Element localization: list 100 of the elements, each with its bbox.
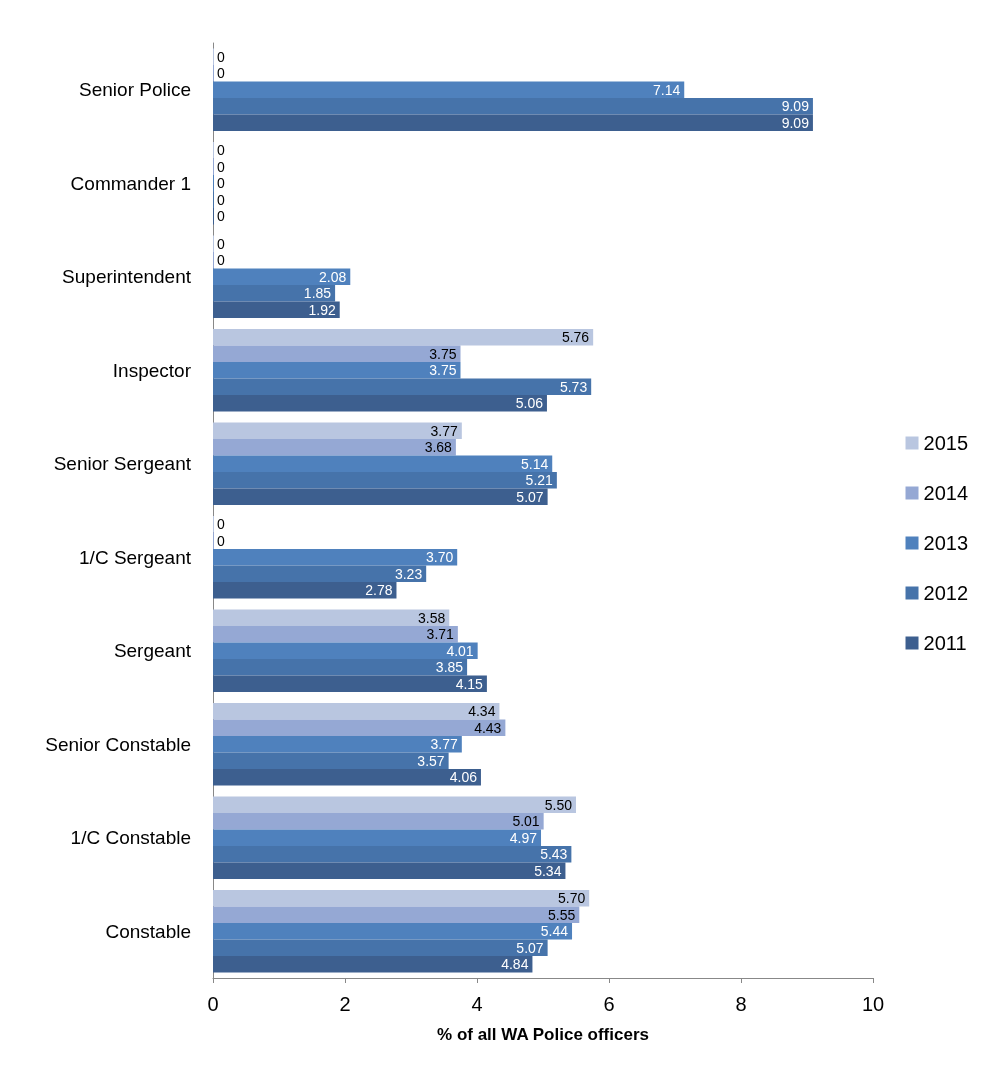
data-label: 5.50 (544, 796, 573, 813)
y-tick-label: Constable (105, 920, 191, 942)
y-tick-label: Senior Sergeant (53, 453, 192, 475)
y-tick-label: Sergeant (113, 640, 192, 662)
data-label: 5.14 (520, 455, 549, 472)
legend-label: 2015 (923, 432, 969, 454)
data-label: 0 (217, 516, 225, 533)
x-tick-label: 0 (207, 993, 219, 1015)
legend-label: 2013 (923, 532, 969, 554)
bar (213, 609, 450, 627)
bar (213, 939, 548, 956)
data-label: 0 (217, 235, 225, 252)
data-label: 4.84 (501, 956, 529, 973)
y-tick-label: 1/C Constable (70, 827, 191, 849)
x-tick-label: 10 (861, 993, 885, 1015)
data-label: 3.77 (430, 736, 459, 753)
y-tick-label: Superintendent (62, 266, 192, 288)
bar (213, 768, 481, 786)
bar (213, 845, 572, 863)
bar (213, 890, 590, 907)
bar (213, 471, 557, 489)
data-label: 4.97 (509, 829, 538, 846)
data-label: 9.09 (781, 98, 810, 115)
x-axis-title: % of all WA Police officers (437, 1025, 649, 1044)
data-label: 3.58 (418, 609, 446, 626)
bar (213, 736, 462, 753)
bar (213, 378, 592, 395)
bar (213, 81, 685, 98)
data-label: 7.14 (652, 81, 681, 98)
data-label: 0 (217, 252, 225, 269)
data-label: 2.08 (319, 268, 347, 285)
data-label: 4.34 (468, 703, 496, 720)
bar (213, 97, 813, 115)
bar (213, 284, 336, 302)
data-label: 5.73 (559, 378, 588, 395)
bar (213, 829, 542, 846)
x-tick-label: 2 (339, 993, 351, 1015)
data-label: 5.44 (540, 923, 569, 940)
bar (213, 642, 478, 659)
bar (213, 329, 594, 346)
bar (213, 581, 397, 599)
data-label: 5.06 (515, 395, 544, 412)
bar (213, 114, 813, 131)
data-label: 3.23 (394, 565, 423, 582)
data-label: 0 (217, 158, 225, 175)
data-label: 5.34 (534, 862, 562, 879)
bar (213, 488, 548, 505)
data-label: 0 (217, 48, 225, 65)
data-label: 5.70 (557, 890, 586, 907)
data-label: 3.77 (430, 422, 459, 439)
bar (213, 719, 506, 737)
bar (213, 752, 449, 769)
bar (213, 675, 487, 692)
bar (213, 394, 547, 412)
bar (213, 862, 566, 879)
data-label: 4.06 (449, 769, 478, 786)
data-label: 5.55 (548, 906, 576, 923)
data-label: 1.85 (303, 285, 332, 302)
bar (213, 345, 461, 363)
y-tick-label: Senior Constable (45, 733, 191, 755)
data-label: 5.07 (516, 939, 544, 956)
bar (213, 439, 456, 456)
data-label: 0 (217, 175, 225, 192)
data-label: 0 (217, 208, 225, 225)
data-label: 5.43 (540, 846, 568, 863)
data-label: 0 (217, 532, 225, 549)
x-tick-label: 8 (735, 993, 747, 1015)
bar (213, 923, 573, 940)
bar (213, 906, 580, 924)
bar (213, 658, 468, 676)
legend-label: 2014 (923, 482, 969, 504)
bar (213, 955, 533, 973)
y-tick-label: 1/C Sergeant (79, 546, 192, 568)
legend-label: 2012 (923, 582, 969, 604)
data-label: 5.07 (516, 488, 544, 505)
bar (213, 549, 458, 566)
data-label: 4.15 (455, 675, 484, 692)
data-label: 3.71 (426, 626, 455, 643)
data-label: 0 (217, 142, 225, 159)
bar (213, 422, 462, 440)
data-label: 3.70 (425, 549, 454, 566)
data-label: 3.75 (429, 362, 457, 379)
y-tick-label: Senior Police (79, 79, 191, 101)
bar (213, 455, 553, 472)
data-label: 4.43 (474, 719, 502, 736)
data-label: 1.92 (308, 301, 336, 318)
data-label: 0 (217, 65, 225, 82)
x-tick-label: 6 (603, 993, 615, 1015)
data-label: 4.01 (446, 642, 474, 659)
bar (213, 626, 458, 643)
legend-label: 2011 (923, 632, 967, 654)
data-label: 5.01 (512, 813, 540, 830)
data-label: 2.78 (365, 582, 393, 599)
data-label: 5.76 (561, 329, 590, 346)
x-tick-label: 4 (471, 993, 483, 1015)
data-label: 3.85 (435, 659, 464, 676)
bar (213, 268, 351, 285)
data-label: 9.09 (781, 114, 810, 131)
bar (213, 301, 340, 318)
y-tick-label: Inspector (112, 359, 192, 381)
